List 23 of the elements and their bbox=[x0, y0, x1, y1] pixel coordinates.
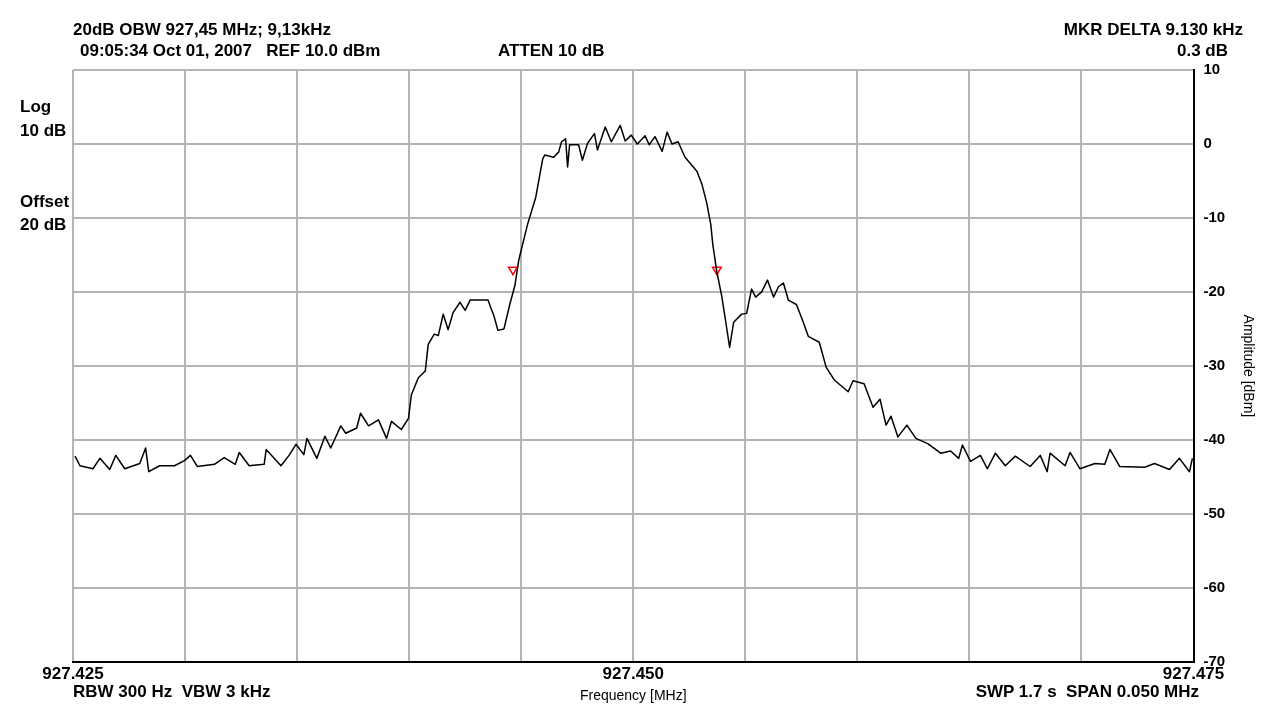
y-tick-label: -50 bbox=[1203, 503, 1226, 521]
text: 0.3 dB bbox=[1176, 40, 1228, 60]
text: ATTEN 10 dB bbox=[498, 40, 605, 60]
y-tick-label: -40 bbox=[1203, 430, 1226, 448]
y-tick-label: -20 bbox=[1203, 282, 1226, 300]
text: MKR DELTA 9.130 kHz bbox=[1063, 19, 1243, 39]
text: 20 dB bbox=[20, 214, 67, 234]
text: Offset bbox=[20, 191, 70, 211]
y-tick-label: -10 bbox=[1203, 208, 1226, 226]
y-tick-label: -60 bbox=[1203, 577, 1226, 595]
chart-subtitle: 09:05:34 Oct 01, 2007 REF 10.0 dBm bbox=[80, 40, 381, 60]
y-tick-label: -30 bbox=[1203, 356, 1226, 374]
text: SWP 1.7 s SPAN 0.050 MHz bbox=[975, 681, 1199, 701]
y-axis-title: Amplitude [dBm] bbox=[1240, 314, 1257, 418]
text: Log bbox=[20, 96, 52, 116]
x-axis-title: Frequency [MHz] bbox=[579, 687, 687, 704]
text: 10 dB bbox=[20, 120, 67, 140]
x-tick-label: 927.450 bbox=[602, 663, 664, 683]
text: RBW 300 Hz VBW 3 kHz bbox=[73, 681, 271, 701]
x-tick-label: 927.425 bbox=[42, 663, 104, 683]
y-tick-label: 0 bbox=[1203, 134, 1212, 152]
y-tick-label: 10 bbox=[1203, 60, 1221, 78]
chart-title: 20dB OBW 927,45 MHz; 9,13kHz bbox=[73, 19, 331, 39]
